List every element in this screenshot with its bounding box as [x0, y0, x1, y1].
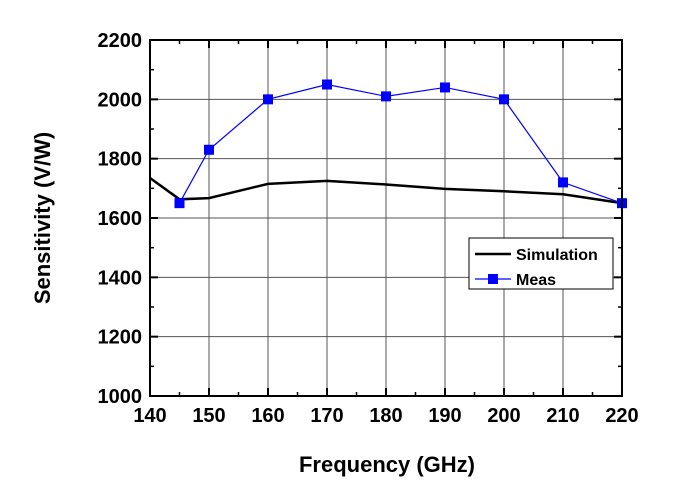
y-tick-label: 2200: [98, 30, 143, 52]
series-layer: [149, 79, 627, 209]
x-tick-label: 210: [546, 405, 579, 427]
data-point-marker: [204, 144, 214, 155]
x-tick-labels: 140 150 160 170 180 190 200 210 220: [133, 405, 638, 427]
data-point-marker: [322, 79, 332, 90]
x-tick-label: 150: [192, 405, 225, 427]
data-point-marker: [499, 94, 509, 105]
y-tick-label: 2000: [98, 89, 143, 111]
x-axis-title: Frequency (GHz): [299, 452, 475, 477]
data-point-marker: [174, 198, 185, 209]
x-tick-label: 220: [605, 405, 638, 427]
y-axis-title: Sensitivity (V/W): [30, 132, 55, 304]
grid: [149, 39, 623, 397]
axis-ticks: [149, 39, 623, 397]
data-point-marker: [558, 177, 568, 188]
y-tick-label: 1200: [98, 327, 143, 349]
x-tick-label: 140: [133, 405, 166, 427]
legend-label: Simulation: [516, 247, 598, 264]
legend-swatch-marker: [488, 274, 498, 284]
series-line-simulation: [149, 176, 623, 205]
y-tick-label: 1600: [98, 208, 143, 230]
x-tick-label: 160: [251, 405, 284, 427]
data-point-marker: [440, 82, 450, 93]
x-tick-label: 170: [310, 405, 343, 427]
data-point-marker: [263, 94, 273, 105]
legend: Simulation Meas: [468, 237, 614, 290]
y-tick-labels: 1000 1200 1400 1600 1800 2000 2200: [98, 30, 143, 408]
x-tick-label: 190: [428, 405, 461, 427]
x-tick-label: 200: [487, 405, 520, 427]
legend-label: Meas: [516, 272, 556, 289]
x-tick-label: 180: [369, 405, 402, 427]
y-tick-label: 1400: [98, 267, 143, 289]
y-tick-label: 1000: [98, 386, 143, 408]
data-point-marker: [381, 91, 391, 102]
y-tick-label: 1800: [98, 149, 143, 171]
